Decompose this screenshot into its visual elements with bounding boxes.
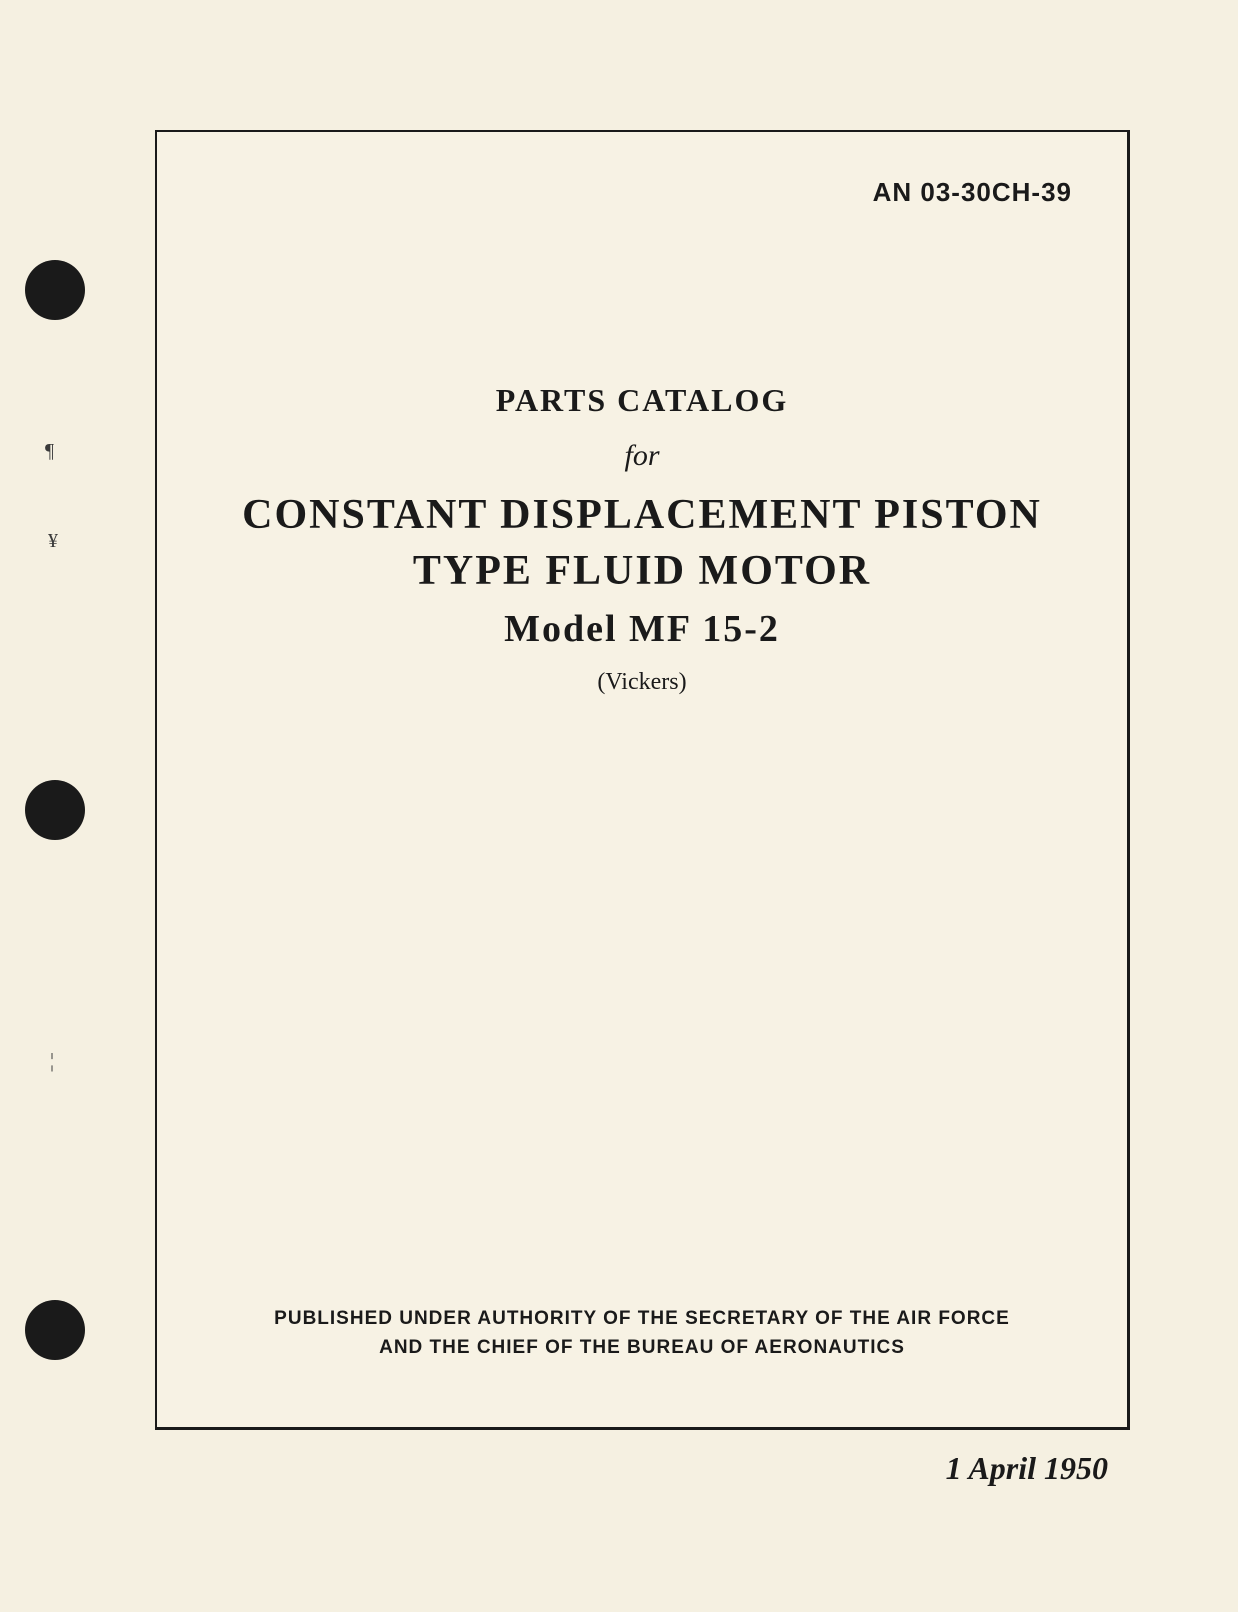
punch-hole bbox=[25, 260, 85, 320]
content-frame: AN 03-30CH-39 PARTS CATALOG for CONSTANT… bbox=[155, 130, 1130, 1430]
for-text: for bbox=[207, 439, 1077, 473]
punch-hole bbox=[25, 1300, 85, 1360]
main-title-line1: CONSTANT DISPLACEMENT PISTON bbox=[207, 491, 1077, 539]
published-line1: PUBLISHED UNDER AUTHORITY OF THE SECRETA… bbox=[157, 1305, 1127, 1334]
manufacturer: (Vickers) bbox=[207, 669, 1077, 696]
model-line: Model MF 15-2 bbox=[207, 607, 1077, 651]
catalog-label: PARTS CATALOG bbox=[207, 382, 1077, 419]
title-block: PARTS CATALOG for CONSTANT DISPLACEMENT … bbox=[207, 382, 1077, 696]
main-title-line2: TYPE FLUID MOTOR bbox=[207, 547, 1077, 595]
publication-date: 1 April 1950 bbox=[946, 1450, 1108, 1487]
edge-mark: ¦ bbox=[50, 1050, 54, 1073]
edge-mark: ¥ bbox=[48, 530, 58, 553]
document-number: AN 03-30CH-39 bbox=[873, 177, 1072, 208]
published-block: PUBLISHED UNDER AUTHORITY OF THE SECRETA… bbox=[157, 1305, 1127, 1362]
published-line2: AND THE CHIEF OF THE BUREAU OF AERONAUTI… bbox=[157, 1334, 1127, 1363]
page-container: ¶ ¥ ¦ AN 03-30CH-39 PARTS CATALOG for CO… bbox=[0, 0, 1238, 1612]
punch-hole bbox=[25, 780, 85, 840]
edge-mark: ¶ bbox=[45, 440, 54, 463]
